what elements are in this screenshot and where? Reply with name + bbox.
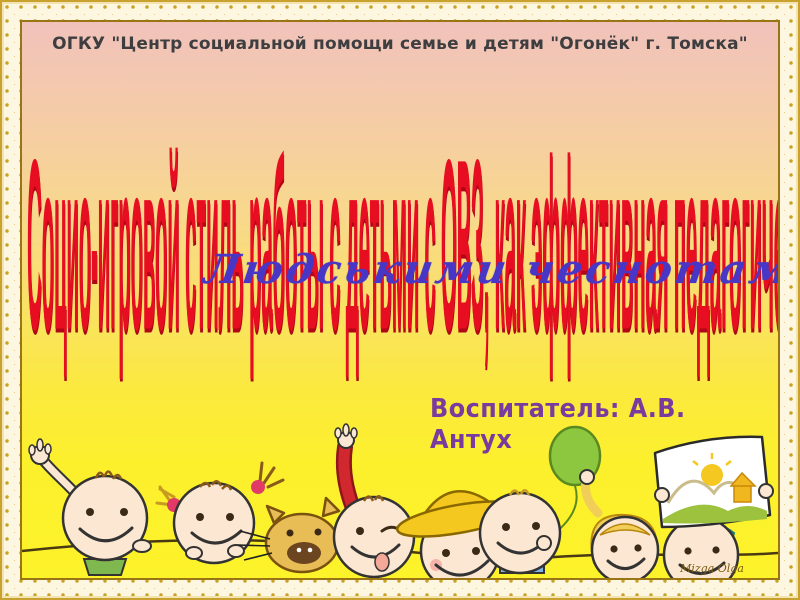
children-illustration: Mizga Olga [22,423,778,578]
child-drawing [653,435,772,529]
subtitle-script-text: Людськими чеснотами [201,246,780,293]
balloon-boy [478,425,602,575]
artist-signature: Mizga Olga [679,562,744,575]
title-wordart: Социо-игровой стиль работы с детьми с ОВ… [27,109,780,382]
organization-header: ОГКУ "Центр социальной помощи семье и де… [52,34,748,54]
waving-boy [28,438,152,576]
blonde-girl [579,469,660,578]
author-credit: Воспитатель: А.В. Антух [430,394,686,456]
pigtail-girl [155,461,285,565]
cap-boy-with-drawing [653,435,774,578]
cat [237,496,341,574]
winking-kid [332,423,416,578]
slide-canvas: ОГКУ "Центр социальной помощи семье и де… [20,20,780,580]
